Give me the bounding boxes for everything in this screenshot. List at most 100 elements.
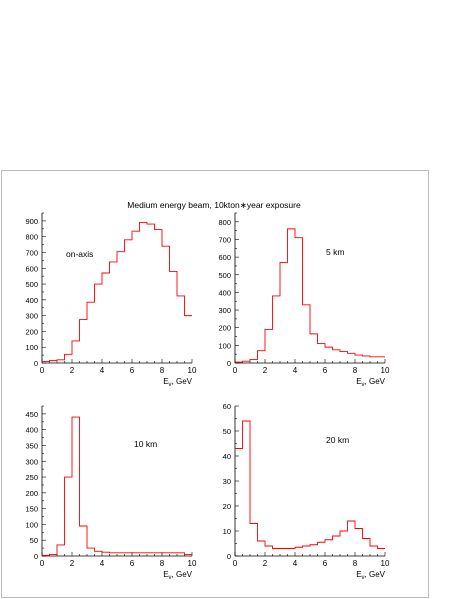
histogram-line	[235, 420, 385, 549]
y-tick-label: 0	[227, 359, 231, 368]
histogram-bin	[57, 360, 65, 363]
chart-panel-4: 0 2 4 6 8 10 0 10 20 30 40 50 60 Eν, GeV 20 km	[223, 402, 390, 581]
y-tick-label: 200	[25, 489, 38, 498]
x-tick-label: 0	[40, 559, 45, 568]
y-tick-label: 20	[223, 502, 231, 511]
x-tick-label: 4	[100, 559, 105, 568]
histogram-bin	[235, 449, 243, 557]
y-tick-label: 40	[223, 452, 231, 461]
y-tick-label: 250	[25, 473, 38, 482]
y-tick-label: 600	[218, 253, 231, 262]
x-tick-label: 8	[353, 559, 358, 568]
y-tick-label: 400	[25, 426, 38, 435]
histogram-bin	[155, 553, 163, 556]
histogram-bin	[310, 334, 318, 363]
panel-annotation: on-axis	[66, 249, 93, 259]
x-tick-label: 4	[293, 366, 298, 375]
histogram-bin	[50, 554, 58, 556]
histogram-bin	[110, 553, 118, 556]
histogram-bin	[378, 549, 386, 557]
histogram-bin	[110, 262, 118, 363]
y-tick-label: 300	[25, 312, 38, 321]
x-tick-label: 10	[188, 559, 197, 568]
histogram-bin	[288, 229, 296, 363]
histogram-bin	[185, 554, 193, 556]
histogram-line	[42, 416, 192, 556]
histogram-bin	[363, 356, 371, 363]
histogram-bin	[140, 222, 148, 363]
histogram-bin	[340, 352, 348, 363]
histogram-bin	[273, 549, 281, 557]
histogram-bin	[87, 302, 95, 363]
x-tick-label: 2	[70, 559, 75, 568]
histogram-bin	[170, 553, 178, 556]
y-tick-label: 200	[218, 324, 231, 333]
y-tick-label: 150	[25, 505, 38, 514]
histogram-bin	[280, 262, 288, 363]
histogram-line	[42, 222, 192, 362]
histogram-bin	[265, 546, 273, 556]
histogram-bin	[155, 230, 163, 363]
x-axis-label: Eν, GeV	[163, 377, 192, 388]
y-tick-label: 400	[25, 296, 38, 305]
histogram-bin	[80, 320, 88, 363]
x-tick-label: 6	[130, 559, 135, 568]
y-tick-label: 0	[34, 359, 38, 368]
histogram-bin	[355, 355, 363, 363]
panel-annotation: 20 km	[326, 435, 349, 445]
y-tick-label: 700	[25, 248, 38, 257]
histogram-bin	[288, 549, 296, 557]
histogram-bin	[65, 477, 73, 556]
histogram-bin	[177, 553, 185, 556]
histogram-bin	[87, 548, 95, 556]
histogram-bin	[303, 546, 311, 556]
x-tick-label: 2	[263, 366, 268, 375]
histogram-bin	[325, 540, 333, 556]
histogram-bin	[132, 231, 140, 363]
x-tick-label: 0	[233, 559, 238, 568]
histogram-bin	[80, 526, 88, 556]
y-tick-label: 800	[25, 233, 38, 242]
x-tick-label: 8	[160, 559, 165, 568]
histogram-bin	[295, 547, 303, 556]
histogram-bin	[273, 296, 281, 363]
y-tick-label: 300	[218, 306, 231, 315]
x-tick-label: 0	[40, 366, 45, 375]
histogram-bin	[162, 553, 170, 556]
histogram-line	[235, 228, 385, 363]
y-tick-label: 50	[30, 536, 38, 545]
histogram-bin	[72, 417, 80, 556]
y-tick-label: 500	[25, 280, 38, 289]
histogram-bin	[132, 553, 140, 556]
histogram-bin	[295, 238, 303, 363]
histogram-bin	[102, 273, 110, 363]
x-tick-label: 10	[188, 366, 197, 375]
histogram-bin	[42, 361, 50, 363]
x-tick-label: 2	[70, 366, 75, 375]
histogram-bin	[258, 541, 266, 556]
histogram-bin	[42, 555, 50, 556]
y-tick-label: 600	[25, 264, 38, 273]
y-tick-label: 800	[218, 218, 231, 227]
histogram-bin	[125, 553, 133, 556]
histogram-bin	[95, 551, 103, 556]
y-tick-label: 450	[25, 410, 38, 419]
x-tick-label: 0	[233, 366, 238, 375]
histogram-bin	[280, 549, 288, 557]
histogram-bin	[95, 284, 103, 363]
x-axis-label: Eν, GeV	[356, 570, 385, 581]
histogram-bin	[117, 553, 125, 556]
x-tick-label: 2	[263, 559, 268, 568]
histogram-bin	[57, 545, 65, 556]
histogram-bin	[333, 536, 341, 556]
histogram-bin	[265, 329, 273, 363]
y-tick-label: 50	[223, 427, 231, 436]
histogram-bin	[162, 246, 170, 363]
histogram-bin	[363, 539, 371, 557]
histogram-bin	[243, 421, 251, 556]
histogram-bin	[72, 341, 80, 363]
